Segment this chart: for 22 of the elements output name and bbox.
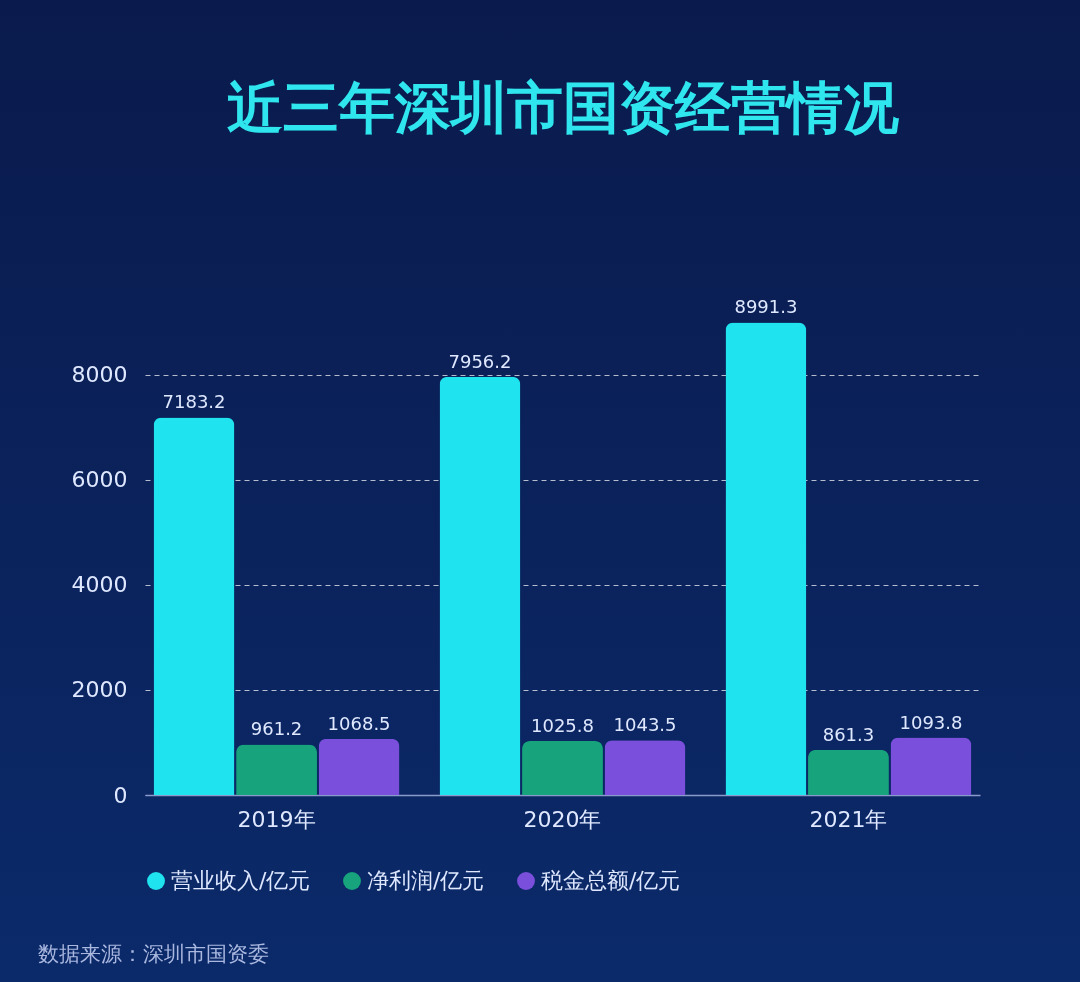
y-tick-label: 0 xyxy=(113,782,128,808)
source-note: 数据来源：深圳市国资委 xyxy=(38,941,269,968)
data-label: 1093.8 xyxy=(899,711,963,733)
legend-label: 净利润/亿元 xyxy=(367,868,485,893)
data-label: 861.3 xyxy=(822,723,875,745)
data-label: 8991.3 xyxy=(734,296,798,318)
legend-label: 税金总额/亿元 xyxy=(541,868,681,893)
y-tick-label: 6000 xyxy=(71,467,128,493)
data-label: 961.2 xyxy=(250,718,303,740)
data-label: 1043.5 xyxy=(613,714,677,736)
legend-label: 营业收入/亿元 xyxy=(171,868,311,893)
data-label: 7183.2 xyxy=(162,391,226,413)
data-label: 1025.8 xyxy=(531,715,594,737)
y-tick-label: 2000 xyxy=(71,677,128,703)
y-tick-label: 4000 xyxy=(71,572,128,598)
x-tick-label: 2019年 xyxy=(237,806,316,832)
data-label: 1068.5 xyxy=(327,712,391,734)
x-tick-label: 2020年 xyxy=(523,806,602,832)
x-tick-label: 2021年 xyxy=(809,806,888,832)
y-tick-label: 8000 xyxy=(71,362,128,388)
chart-title: 近三年深圳市国资经营情况 xyxy=(226,75,899,141)
data-label: 7956.2 xyxy=(448,350,512,372)
